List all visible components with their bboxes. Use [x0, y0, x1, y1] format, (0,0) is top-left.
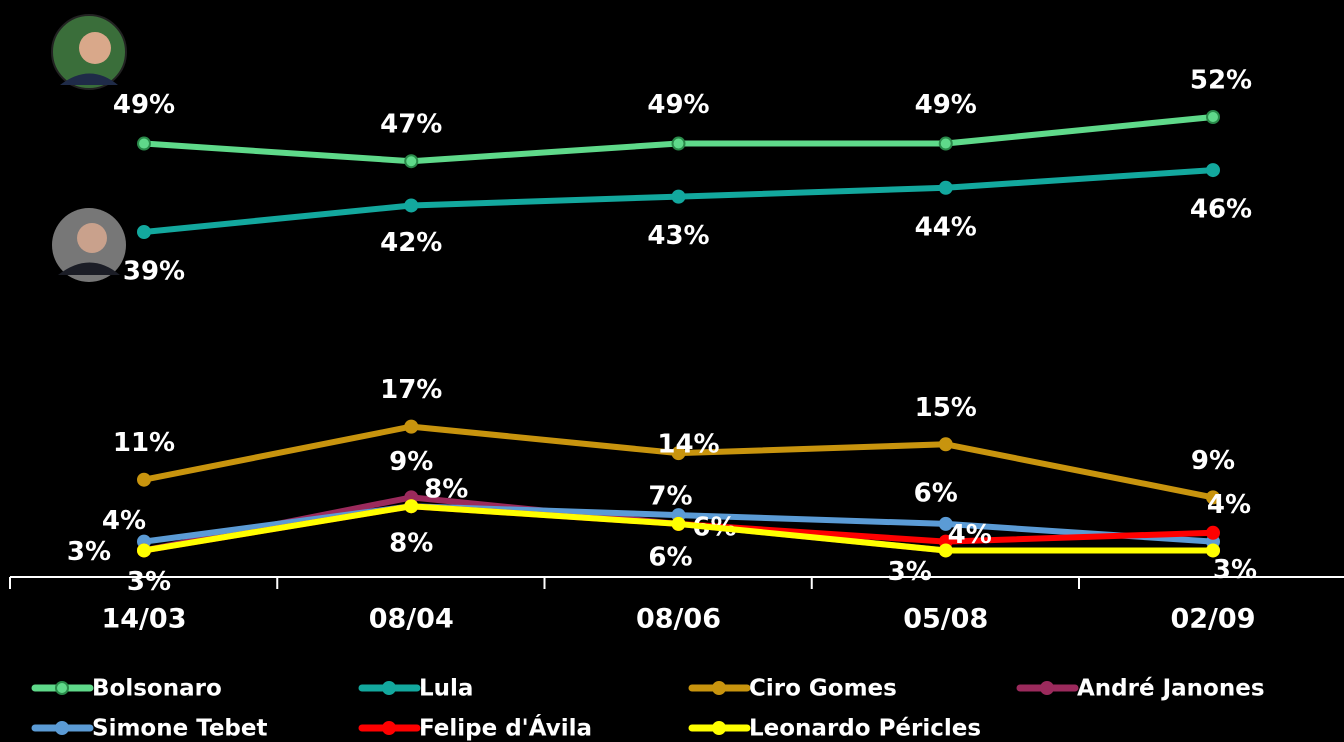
series-point — [938, 136, 953, 151]
series-point — [1206, 110, 1220, 124]
legend-item: Simone Tebet — [31, 716, 268, 742]
data-label: 4% — [102, 506, 146, 536]
series-point — [137, 136, 151, 151]
series-point — [404, 419, 419, 434]
data-label: 44% — [915, 212, 977, 242]
data-label: 8% — [389, 529, 433, 559]
legend-dot — [382, 721, 396, 735]
data-label: 6% — [648, 542, 692, 572]
series-point — [1206, 163, 1220, 178]
data-label: 47% — [380, 110, 442, 140]
series-point — [137, 543, 151, 558]
legend-item: Bolsonaro — [31, 676, 222, 702]
legend-label: Felipe d'Ávila — [419, 714, 592, 742]
data-label: 15% — [915, 393, 977, 423]
legend-dot — [1040, 681, 1054, 695]
data-label: 14% — [657, 430, 719, 460]
legend-dot — [712, 721, 726, 735]
data-label: 4% — [948, 520, 992, 550]
data-label: 11% — [113, 428, 175, 458]
photo-bolsonaro — [51, 14, 127, 90]
data-label: 4% — [1207, 490, 1251, 520]
series-point — [671, 516, 686, 531]
x-tick-label: 05/08 — [903, 604, 988, 635]
legend-dot — [382, 681, 396, 695]
data-label: 9% — [1191, 446, 1235, 476]
series-point — [137, 225, 151, 239]
legend-label: Bolsonaro — [92, 676, 222, 702]
legend-label: Simone Tebet — [92, 716, 268, 742]
legend-dot — [712, 681, 726, 695]
data-label: 3% — [888, 557, 932, 587]
series-point — [938, 437, 953, 452]
x-tick-label: 08/04 — [369, 604, 454, 635]
data-label: 49% — [113, 90, 175, 120]
series-point — [938, 543, 953, 558]
legend-label: Ciro Gomes — [749, 676, 897, 702]
series-point — [1206, 490, 1220, 505]
data-label: 49% — [915, 90, 977, 120]
legend-item: Leonardo Péricles — [688, 716, 981, 742]
series-point — [1206, 525, 1220, 540]
data-label: 8% — [424, 475, 468, 505]
series — [137, 419, 1220, 505]
data-label: 7% — [648, 482, 692, 512]
series-point — [938, 516, 953, 531]
legend-dot — [55, 681, 69, 695]
series-point — [671, 136, 686, 151]
legend-item: Felipe d'Ávila — [358, 714, 592, 742]
data-label: 42% — [380, 228, 442, 258]
series-point — [671, 189, 686, 204]
series-point — [404, 198, 419, 213]
x-tick-label: 14/03 — [101, 604, 186, 635]
legend-label: André Janones — [1077, 676, 1265, 702]
data-label: 3% — [127, 567, 171, 597]
data-label: 3% — [1213, 555, 1257, 585]
data-label: 9% — [389, 447, 433, 477]
data-label: 49% — [647, 90, 709, 120]
series-point — [137, 472, 151, 487]
legend-item: Ciro Gomes — [688, 676, 897, 702]
data-label: 46% — [1190, 195, 1252, 225]
legend-label: Lula — [419, 676, 473, 702]
data-label: 43% — [647, 221, 709, 251]
x-tick-label: 08/06 — [636, 604, 721, 635]
series — [137, 499, 1220, 558]
legend-item: André Janones — [1016, 676, 1265, 702]
legend-label: Leonardo Péricles — [749, 716, 981, 742]
series-point — [1206, 543, 1220, 558]
data-label: 52% — [1190, 66, 1252, 96]
series-point — [404, 154, 419, 169]
series-point — [671, 446, 686, 461]
legend-dot — [55, 721, 69, 735]
data-label: 17% — [380, 375, 442, 405]
series-point — [404, 499, 419, 514]
legend-item: Lula — [358, 676, 473, 702]
series — [137, 110, 1220, 169]
photo-lula — [52, 208, 126, 282]
data-label: 39% — [123, 257, 185, 287]
series — [137, 163, 1220, 239]
data-label: 6% — [914, 478, 958, 508]
series-point — [938, 180, 953, 195]
data-label: 3% — [67, 537, 111, 567]
x-tick-label: 02/09 — [1170, 604, 1255, 635]
